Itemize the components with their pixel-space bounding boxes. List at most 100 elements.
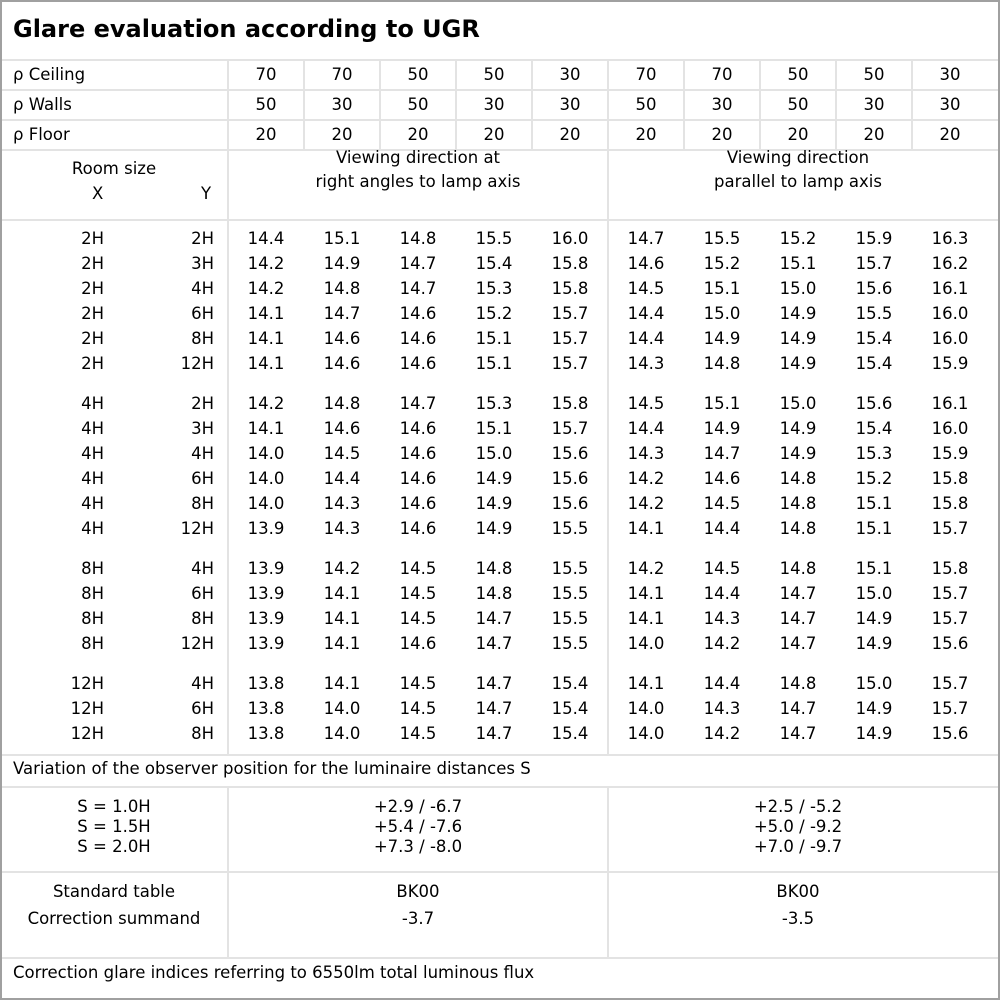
ugr-value: 14.0 [627,699,665,718]
ugr-value: 14.5 [399,674,437,693]
room-y-value: 8H [191,724,214,743]
ugr-value: 15.2 [855,469,893,488]
ugr-value: 15.8 [931,494,969,513]
reflectance-value: 50 [407,65,429,84]
room-x-value: 4H [81,494,104,513]
ugr-value: 15.0 [779,394,817,413]
ugr-value: 16.1 [931,279,969,298]
ugr-value: 14.2 [627,494,665,513]
ugr-value: 14.5 [323,444,361,463]
ugr-value: 14.9 [703,419,741,438]
ugr-value: 15.7 [551,329,589,348]
variation-parallel: +2.5 / -5.2 [753,797,843,816]
reflectance-value: 50 [635,95,657,114]
ugr-value: 14.5 [399,699,437,718]
room-y-value: 6H [191,304,214,323]
ugr-value: 14.9 [855,724,893,743]
ugr-value: 14.7 [475,699,513,718]
room-x-value: 12H [70,674,104,693]
room-x-value: 4H [81,419,104,438]
variation-right-angles: +5.4 / -7.6 [373,817,463,836]
reflectance-value: 20 [483,125,505,144]
ugr-value: 15.7 [855,254,893,273]
room-y-value: 12H [180,354,214,373]
room-x-value: 2H [81,229,104,248]
ugr-value: 15.8 [931,469,969,488]
room-x-value: 12H [70,724,104,743]
reflectance-value: 20 [939,125,961,144]
ugr-value: 15.6 [855,394,893,413]
ugr-value: 15.4 [551,674,589,693]
ugr-value: 14.7 [399,254,437,273]
ugr-value: 14.2 [323,559,361,578]
ugr-value: 14.7 [779,699,817,718]
ugr-value: 15.0 [703,304,741,323]
ugr-value: 14.6 [323,419,361,438]
ugr-value: 14.0 [323,699,361,718]
room-x-value: 2H [81,329,104,348]
reflectance-value: 50 [255,95,277,114]
ugr-value: 14.9 [779,329,817,348]
ugr-value: 14.7 [779,634,817,653]
ugr-value: 14.9 [703,329,741,348]
room-y-value: 4H [191,559,214,578]
room-y-value: 2H [191,229,214,248]
ugr-value: 15.8 [551,254,589,273]
variation-parallel: +7.0 / -9.7 [753,837,843,856]
ugr-value: 14.1 [627,584,665,603]
direction-parallel-header: Viewing direction parallel to lamp axis [714,148,882,191]
reflectance-value: 30 [483,95,505,114]
ugr-value: 15.5 [551,519,589,538]
room-y-value: 3H [191,254,214,273]
ugr-value: 15.7 [551,354,589,373]
grid-line [455,60,457,150]
room-y-value: 8H [191,609,214,628]
ugr-value: 14.2 [627,559,665,578]
room-x-value: 12H [70,699,104,718]
ugr-value: 14.0 [247,444,285,463]
grid-line [607,60,609,150]
correction-summand-parallel: -3.5 [781,909,815,928]
ugr-value: 14.8 [323,279,361,298]
room-x-value: 2H [81,304,104,323]
ugr-value: 14.1 [323,674,361,693]
ugr-value: 14.3 [323,494,361,513]
ugr-value: 14.5 [627,394,665,413]
ugr-value: 14.2 [703,634,741,653]
ugr-value: 13.9 [247,519,285,538]
ugr-value: 14.4 [703,519,741,538]
ugr-value: 15.0 [475,444,513,463]
reflectance-value: 50 [787,95,809,114]
grid-line [2,219,998,221]
ugr-value: 15.7 [931,609,969,628]
ugr-value: 15.1 [855,519,893,538]
ugr-value: 15.3 [855,444,893,463]
ugr-value: 15.7 [551,304,589,323]
footer-note: Correction glare indices referring to 65… [13,963,535,982]
room-x-value: 4H [81,394,104,413]
reflectance-value: 70 [331,65,353,84]
ugr-value: 16.0 [551,229,589,248]
ugr-value: 14.0 [247,494,285,513]
room-y-value: 3H [191,419,214,438]
room-size-label: Room size [71,159,157,178]
variation-parallel: +5.0 / -9.2 [753,817,843,836]
ugr-value: 14.7 [703,444,741,463]
ugr-value: 15.5 [551,559,589,578]
grid-line [2,786,998,788]
ugr-value: 15.0 [855,674,893,693]
ugr-value: 14.8 [779,519,817,538]
ugr-value: 14.6 [399,304,437,323]
ugr-value: 14.0 [247,469,285,488]
ugr-value: 14.7 [399,279,437,298]
ugr-value: 14.9 [779,444,817,463]
page-title: Glare evaluation according to UGR [13,15,480,43]
ugr-value: 14.0 [323,724,361,743]
room-y-value: 2H [191,394,214,413]
ugr-value: 14.6 [399,634,437,653]
ugr-value: 14.3 [323,519,361,538]
reflectance-value: 50 [407,95,429,114]
ugr-value: 14.4 [323,469,361,488]
room-x-value: 4H [81,519,104,538]
ugr-value: 15.4 [855,419,893,438]
